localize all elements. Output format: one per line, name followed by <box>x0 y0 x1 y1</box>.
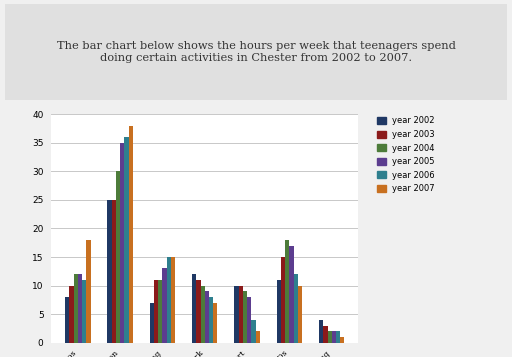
Bar <box>82 280 87 343</box>
Bar <box>192 274 196 343</box>
Bar <box>340 337 345 343</box>
Bar <box>294 274 298 343</box>
Bar <box>87 240 91 343</box>
Bar <box>78 274 82 343</box>
Bar <box>243 291 247 343</box>
Bar <box>323 326 328 343</box>
Bar <box>276 280 281 343</box>
Bar <box>74 274 78 343</box>
Bar <box>70 286 74 343</box>
Bar <box>162 268 167 343</box>
Bar <box>129 126 133 343</box>
Bar <box>336 331 340 343</box>
Bar <box>112 200 116 343</box>
Bar <box>196 280 201 343</box>
Bar <box>120 143 124 343</box>
Bar <box>214 303 218 343</box>
Bar <box>108 200 112 343</box>
Bar <box>251 320 255 343</box>
Bar <box>298 286 302 343</box>
Bar <box>171 257 175 343</box>
Bar <box>65 297 70 343</box>
Bar <box>167 257 171 343</box>
Bar <box>116 171 120 343</box>
Bar <box>255 331 260 343</box>
Bar <box>332 331 336 343</box>
Bar <box>234 286 239 343</box>
Bar <box>209 297 214 343</box>
Bar <box>319 320 323 343</box>
Legend: year 2002, year 2003, year 2004, year 2005, year 2006, year 2007: year 2002, year 2003, year 2004, year 20… <box>375 114 437 196</box>
Bar <box>154 280 158 343</box>
Bar <box>124 137 129 343</box>
Bar <box>150 303 154 343</box>
Bar <box>328 331 332 343</box>
Bar <box>201 286 205 343</box>
Bar <box>285 240 289 343</box>
Bar <box>239 286 243 343</box>
Bar <box>205 291 209 343</box>
Text: The bar chart below shows the hours per week that teenagers spend
doing certain : The bar chart below shows the hours per … <box>56 41 456 62</box>
Bar <box>289 246 294 343</box>
Bar <box>158 280 162 343</box>
Bar <box>281 257 285 343</box>
Bar <box>247 297 251 343</box>
